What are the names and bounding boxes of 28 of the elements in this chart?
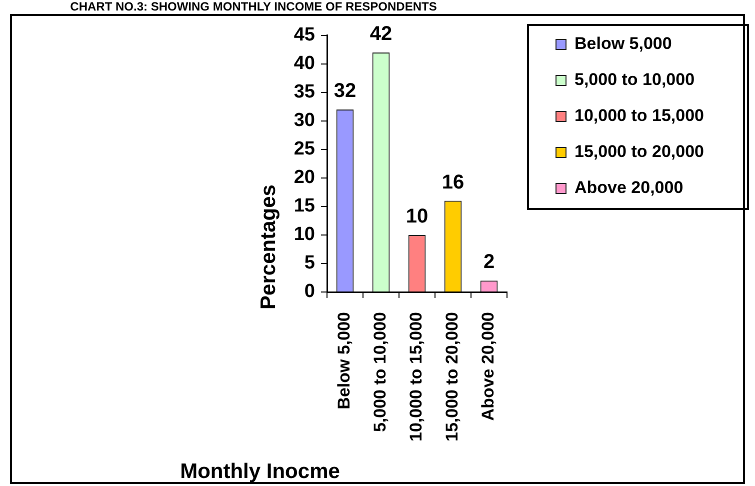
data-label: 16 bbox=[442, 171, 464, 194]
y-tick-label: 45 bbox=[294, 24, 316, 46]
legend-label: 15,000 to 20,000 bbox=[574, 142, 704, 162]
y-axis-title: Percentages bbox=[256, 184, 280, 310]
legend-label: Below 5,000 bbox=[574, 34, 672, 54]
x-tick-label: 15,000 to 20,000 bbox=[442, 312, 462, 442]
x-axis-title: Monthly Inocme bbox=[180, 460, 340, 483]
y-tick-label: 15 bbox=[294, 196, 316, 217]
y-tick-label: 35 bbox=[294, 82, 316, 103]
x-tick-label: Above 20,000 bbox=[478, 312, 498, 421]
data-label: 42 bbox=[370, 23, 392, 46]
chart-title: CHART NO.3: SHOWING MONTHLY INCOME OF RESPONDENTS bbox=[70, 0, 437, 14]
legend-label: Above 20,000 bbox=[574, 178, 684, 198]
y-tick-label: 25 bbox=[294, 138, 316, 160]
x-tick-label: 5,000 to 10,000 bbox=[370, 312, 390, 432]
data-label: 2 bbox=[483, 251, 495, 274]
y-tick-label: 5 bbox=[304, 252, 316, 274]
x-tick-label: Below 5,000 bbox=[334, 312, 354, 410]
y-tick-label: 20 bbox=[294, 167, 315, 188]
y-tick-label: 30 bbox=[294, 110, 315, 132]
y-tick-label: 0 bbox=[304, 281, 315, 302]
y-tick-label: 10 bbox=[294, 224, 315, 246]
legend-label: 10,000 to 15,000 bbox=[574, 106, 704, 126]
legend-label: 5,000 to 10,000 bbox=[574, 70, 695, 90]
data-label: 32 bbox=[334, 80, 356, 102]
x-tick-label: 10,000 to 15,000 bbox=[406, 312, 426, 442]
y-tick-label: 40 bbox=[294, 53, 315, 74]
data-label: 10 bbox=[406, 205, 428, 228]
